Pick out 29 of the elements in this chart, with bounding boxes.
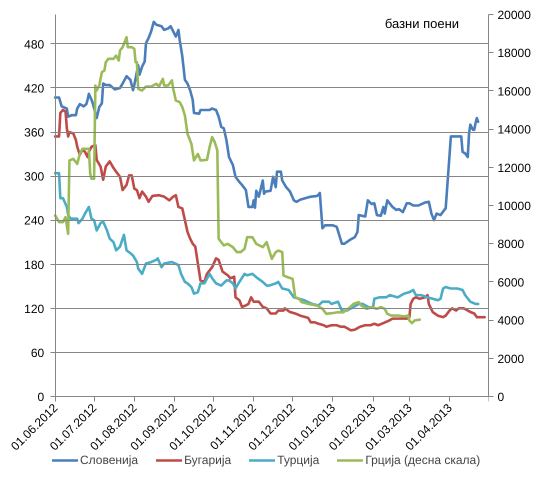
y2-tick-label: 14000 <box>498 122 532 137</box>
y-tick-label: 240 <box>24 214 44 228</box>
legend-label: Турција <box>277 453 320 467</box>
legend-label: Словенија <box>80 453 138 467</box>
y2-tick-label: 8000 <box>498 237 525 252</box>
y-tick-label: 180 <box>24 258 44 272</box>
legend-label: Грција (десна скала) <box>365 453 480 467</box>
line-series <box>54 20 480 245</box>
y2-tick-label: 0 <box>498 390 504 404</box>
annotation: базни поени <box>384 16 460 32</box>
y-tick-label: 360 <box>24 126 44 140</box>
y-tick-label: 300 <box>24 170 44 184</box>
y-tick-label: 480 <box>24 37 44 52</box>
line-series <box>54 172 480 312</box>
y-tick-label: 60 <box>30 346 44 360</box>
legend-label: Бугарија <box>184 453 232 467</box>
y2-tick-label: 20000 <box>498 8 532 22</box>
y2-tick-label: 2000 <box>498 352 525 366</box>
y-tick-label: 120 <box>24 302 44 316</box>
y2-tick-label: 16000 <box>498 84 532 98</box>
y2-tick-label: 10000 <box>498 199 532 213</box>
line-series <box>54 36 422 324</box>
y-tick-label: 420 <box>24 81 44 96</box>
y2-tick-label: 18000 <box>498 46 532 60</box>
y2-tick-label: 6000 <box>498 275 525 290</box>
y-tick-label: 0 <box>37 390 44 404</box>
line-series <box>54 108 486 332</box>
y2-tick-label: 4000 <box>498 314 525 328</box>
y2-tick-label: 12000 <box>498 160 532 175</box>
